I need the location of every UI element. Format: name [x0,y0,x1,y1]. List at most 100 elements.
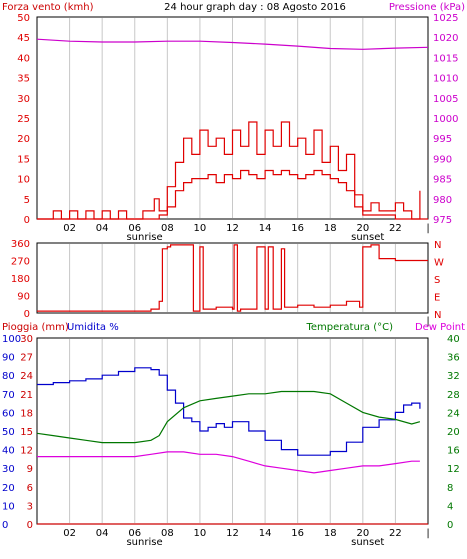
rain-tick-label: 12 [20,446,33,457]
series-temperature [36,390,421,444]
temperature-tick-label: 12 [447,464,460,475]
direction-tick-label: 360 [11,239,30,250]
series-dewpoint [37,451,420,474]
humidity-tick-label: 0 [2,520,8,531]
chart-title: 24 hour graph day : 08 Agosto 2016 [164,2,346,13]
x-tick-label: 06 [128,223,141,234]
x-tick-label: | [426,223,429,234]
humidity-tick-label: 30 [2,464,15,475]
wind-tick-label: 40 [17,53,30,64]
wind-tick-label: 30 [17,94,30,105]
x-tick-label: 14 [259,528,272,539]
pressure-tick-label: 1000 [433,114,458,125]
humidity-tick-label: 60 [2,408,15,419]
pressure-tick-label: 1025 [433,13,458,24]
wind-tick-label: 45 [17,33,30,44]
x-tick-label: 22 [389,223,402,234]
x-tick-label: 18 [324,223,337,234]
direction-tick-label: 270 [11,257,30,268]
rain-tick-label: 9 [27,464,33,475]
x-tick-label: 22 [389,528,402,539]
rain-tick-label: 3 [27,501,33,512]
compass-tick-label: W [434,258,444,269]
wind-axis-label: Forza vento (kmh) [2,2,94,13]
x-tick-label: 10 [194,528,207,539]
humidity-tick-label: 90 [2,353,15,364]
pressure-tick-label: 985 [433,175,452,186]
wind-tick-label: 5 [24,195,30,206]
series-gust [37,121,421,220]
wind-tick-label: 20 [17,134,30,145]
x-tick-label: 18 [324,528,337,539]
dewpoint-axis-label: Dew Point [415,322,465,333]
temperature-axis-label: Temperatura (°C) [305,322,393,333]
rain-tick-label: 18 [20,408,33,419]
series-humidity [37,367,421,456]
direction-tick-label: 90 [17,292,30,303]
x-tick-label: 02 [63,528,76,539]
pressure-tick-label: 990 [433,154,452,165]
x-tick-label: 16 [291,528,304,539]
humidity-tick-label: 40 [2,446,15,457]
rain-tick-label: 21 [20,390,33,401]
wind-tick-label: 0 [24,215,30,226]
sunset-marker: sunset [351,232,384,243]
x-tick-label: 10 [194,223,207,234]
pressure-axis-label: Pressione (kPa) [389,2,465,13]
x-tick-label: | [426,528,429,539]
temperature-tick-label: 0 [447,520,453,531]
sunset-marker: sunset [351,537,384,548]
compass-tick-label: E [434,293,440,304]
rain-axis-label: Pioggia (mm) [2,322,69,333]
pressure-tick-label: 1020 [433,33,458,44]
wind-tick-label: 35 [17,74,30,85]
pressure-tick-label: 975 [433,215,452,226]
rain-tick-label: 0 [27,520,33,531]
humidity-tick-label: 10 [2,501,15,512]
series-pressure [36,38,429,50]
temperature-tick-label: 40 [447,334,460,345]
wind-tick-label: 25 [17,114,30,125]
x-tick-label: 04 [96,223,109,234]
temperature-tick-label: 28 [447,390,460,401]
direction-tick-label: 180 [11,274,30,285]
rain-tick-label: 27 [20,353,33,364]
x-tick-label: | [426,316,429,327]
x-tick-label: 20 [356,223,369,234]
sunrise-marker: sunrise [126,232,162,243]
x-tick-label: 06 [128,528,141,539]
humidity-tick-label: 20 [2,483,15,494]
pressure-tick-label: 995 [433,134,452,145]
sunrise-marker: sunrise [126,537,162,548]
x-tick-label: 14 [259,223,272,234]
temperature-tick-label: 24 [447,408,460,419]
temperature-tick-label: 16 [447,446,460,457]
direction-tick-label: 0 [24,309,30,320]
humidity-tick-label: 80 [2,371,15,382]
x-tick-label: 12 [226,223,239,234]
wind-tick-label: 50 [17,13,30,24]
temperature-tick-label: 4 [447,501,453,512]
pressure-tick-label: 1010 [433,74,458,85]
rain-tick-label: 15 [20,427,33,438]
temperature-tick-label: 8 [447,483,453,494]
rain-tick-label: 24 [20,371,33,382]
temperature-tick-label: 20 [447,427,460,438]
x-tick-label: 08 [161,528,174,539]
compass-tick-label: S [434,275,440,286]
rain-tick-label: 6 [27,483,33,494]
pressure-tick-label: 1015 [433,53,458,64]
x-tick-label: 12 [226,528,239,539]
temperature-tick-label: 36 [447,353,460,364]
pressure-tick-label: 1005 [433,94,458,105]
humidity-tick-label: 100 [2,334,21,345]
wind-tick-label: 15 [17,154,30,165]
series-wind [37,169,428,220]
series-wind_direction [37,244,428,312]
humidity-tick-label: 50 [2,427,15,438]
compass-tick-label: N [434,240,441,251]
x-tick-label: 02 [63,223,76,234]
pressure-tick-label: 980 [433,195,452,206]
